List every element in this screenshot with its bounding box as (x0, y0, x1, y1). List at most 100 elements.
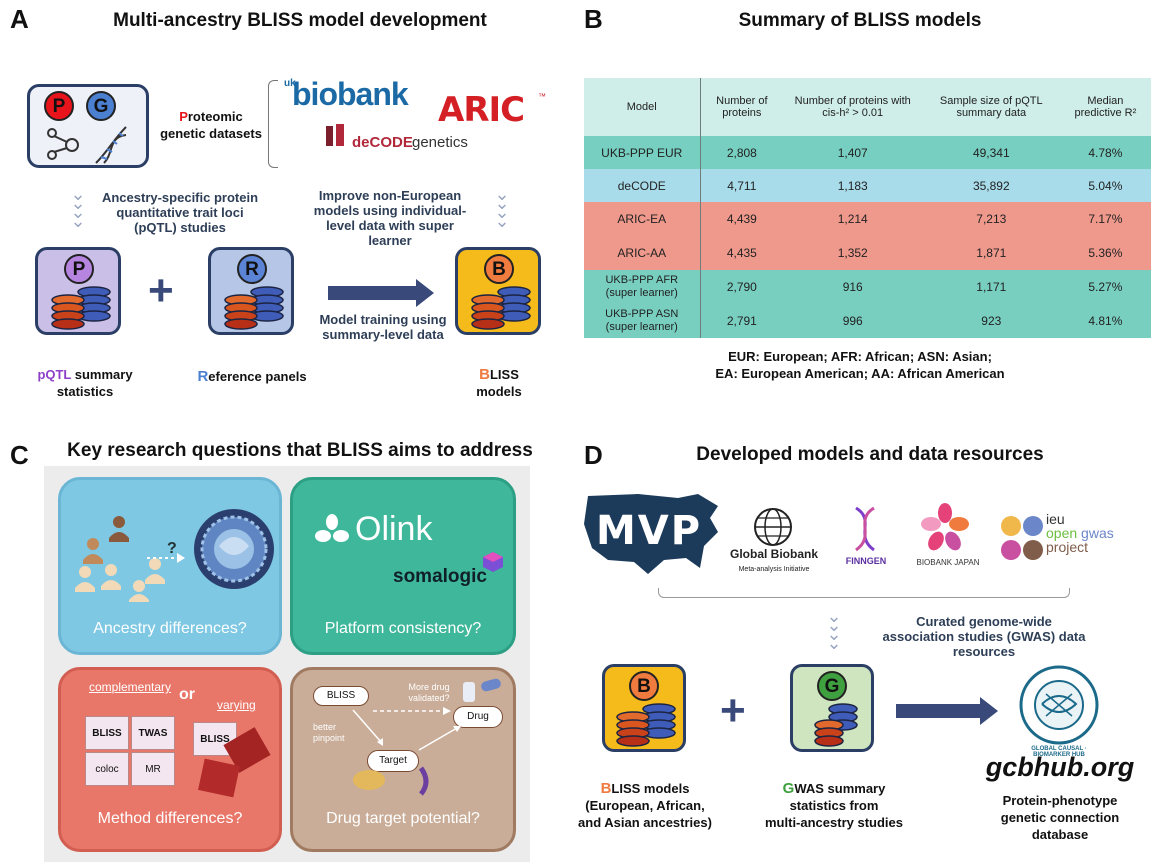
pqtl-studies-caption: Ancestry-specific protein quantitative tr… (101, 190, 259, 235)
bliss-models-table: Model Number of proteins Number of prote… (584, 78, 1151, 338)
cell-cis: 996 (842, 314, 863, 328)
puzzle-piece: BLISS (85, 716, 129, 750)
puzzle-piece-red (198, 758, 240, 798)
badge-p-purple: P (64, 254, 94, 284)
badge-b-orange: B (629, 671, 659, 701)
olink-logo-text: Olink (355, 510, 433, 548)
gcbhub-ring-text: GLOBAL CAUSAL · BIOMARKER HUB (1031, 746, 1087, 758)
cell-sample: 35,892 (972, 178, 1010, 193)
badge-r-blue: R (237, 254, 267, 284)
table-row: UKB-PPP EUR 2,808 1,407 49,341 4.78% (584, 136, 1151, 169)
drug-bliss-pill: BLISS (313, 686, 369, 706)
biobank-japan-text: BIOBANK JAPAN (916, 558, 980, 567)
panel-letter-b: B (584, 4, 603, 34)
to-hub-arrow (896, 704, 982, 718)
cell-r2: 4.81% (1088, 314, 1123, 328)
plus-sign: + (720, 686, 746, 735)
cell-r2: 4.78% (1088, 145, 1123, 160)
gcbhub-logo-icon (1019, 665, 1099, 745)
decode-figure-icon (326, 124, 344, 146)
bliss-models-label: BLISS models (European, African, and Asia… (578, 780, 712, 830)
olink-flower-icon (315, 514, 349, 542)
question-mark: ? (167, 540, 177, 557)
drug-question-label: Drug target potential? (326, 810, 480, 827)
hub-description-label: Protein-phenotype genetic connection datab… (1000, 793, 1120, 842)
dashed-arrow-icon (373, 707, 451, 715)
cell-sample: 49,341 (972, 145, 1010, 160)
table-footnote: EUR: European; AFR: African; ASN: Asian;… (715, 349, 1005, 381)
cell-cis: 1,183 (837, 178, 868, 193)
table-header-row: Model Number of proteins Number of prote… (584, 78, 1151, 136)
pqtl-tile: P (35, 247, 121, 335)
cell-cis: 1,352 (837, 246, 868, 260)
header-r2: Median predictive R² (1074, 95, 1137, 119)
badge-g-green: G (817, 671, 847, 701)
cell-r2: 7.17% (1088, 212, 1123, 226)
mvp-us-map-icon (584, 494, 718, 574)
cell-model: UKB-PPP EUR (584, 136, 701, 169)
cell-proteins: 2,791 (726, 314, 757, 328)
database-stack-icon (224, 286, 284, 330)
panel-b-title: Summary of BLISS models (738, 10, 982, 31)
panel-c-title: Key research questions that BLISS aims t… (67, 440, 533, 461)
platform-question-card: Olink somalogic Platform consistency? (290, 477, 516, 655)
cell-cis: 1,407 (837, 145, 868, 160)
ukbiobank-logo: uk biobank (284, 76, 409, 112)
method-question-card: complementary or varying BLISS TWAS colo… (58, 667, 282, 852)
more-drug-label: More drug validated? (408, 682, 450, 703)
cell-r2: 5.27% (1088, 280, 1123, 294)
puzzle-piece: MR (131, 752, 175, 786)
bliss-tile: B (455, 247, 541, 335)
cell-sample: 1,171 (976, 280, 1007, 294)
global-biobank-text: Global Biobank Meta-analysis Initiative (729, 547, 818, 574)
platform-question-label: Platform consistency? (324, 620, 482, 637)
cell-model: deCODE (584, 169, 701, 202)
bliss-models-tile: B (602, 664, 686, 752)
database-stack-icon (616, 703, 676, 747)
puzzle-piece: TWAS (131, 716, 175, 750)
people-icon (75, 516, 165, 602)
mvp-logo-text: MVP (596, 508, 703, 554)
cell-sample: 7,213 (976, 212, 1007, 226)
ieu-open-gwas-text: ieu open gwas project (1046, 511, 1114, 555)
aric-logo: ARIC ™ (438, 90, 546, 130)
puzzle-piece: BLISS (193, 722, 237, 756)
somalogic-cube-icon (483, 552, 503, 572)
varying-label: varying (217, 698, 256, 712)
table-row: ARIC-EA 4,439 1,214 7,213 7.17% (584, 202, 1151, 236)
panel-letter-a: A (10, 4, 29, 34)
ancestry-question-card: ? Ancestry differences? (58, 477, 282, 655)
globe-icon (754, 508, 792, 546)
panel-a-title: Multi-ancestry BLISS model development (113, 10, 487, 31)
header-cis: Number of proteins with cis-h² > 0.01 (794, 95, 911, 119)
biobank-japan-flower-icon (921, 503, 969, 551)
finngen-text: FINNGEN (845, 556, 887, 566)
protein-globe-icon (194, 509, 274, 589)
panel-letter-c: C (10, 440, 29, 470)
molecule-icon (47, 128, 79, 160)
database-stack-icon (51, 286, 111, 330)
gwas-tile: G (790, 664, 874, 752)
reference-panels-label: Reference panels (197, 368, 307, 385)
chevron-down-icon: ⌄ ⌄ ⌄ ⌄ (494, 184, 510, 231)
cell-sample: 1,871 (976, 246, 1007, 260)
header-proteins: Number of proteins (716, 95, 768, 119)
panel-letter-d: D (584, 440, 603, 470)
drug-pill: Drug (453, 706, 503, 728)
cell-cis: 1,214 (837, 212, 868, 226)
or-label: or (179, 686, 195, 703)
cell-proteins: 4,439 (726, 212, 757, 226)
pqtl-summary-label: pQTL summary statistics (37, 367, 133, 399)
datasets-bracket (268, 80, 278, 168)
reference-panel-tile: R (208, 247, 294, 335)
finngen-dna-icon (855, 506, 875, 552)
table-row: deCODE 4,711 1,183 35,892 5.04% (584, 169, 1151, 202)
method-question-label: Method differences? (97, 810, 243, 827)
cell-model: ARIC-EA (584, 202, 701, 236)
target-pill: Target (367, 750, 419, 772)
plus-sign: + (148, 266, 174, 315)
ieu-logo-icon (1001, 516, 1043, 560)
badge-b-orange: B (484, 254, 514, 284)
dotted-arrow-icon (147, 553, 185, 563)
better-pinpoint-label: better pinpoint (313, 722, 345, 743)
